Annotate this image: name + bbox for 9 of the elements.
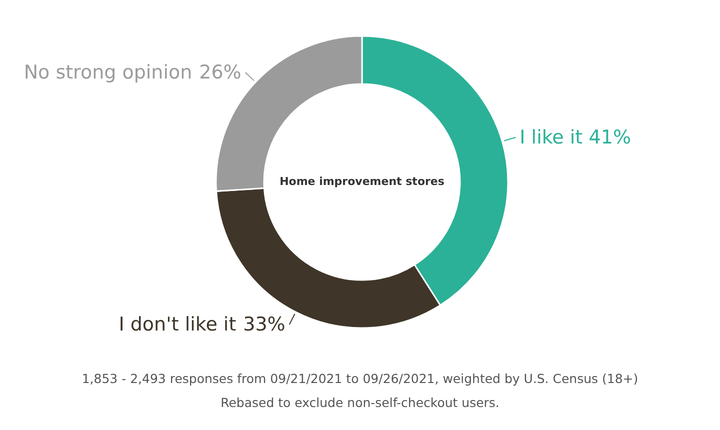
slice-label: No strong opinion: [24, 61, 192, 84]
data-label: 26%: [199, 61, 242, 84]
text: 1,853 - 2,493 responses from 09/21/2021 to 09/26/2021, weighted by U.S. Census (18+): [82, 371, 638, 386]
data-label: 33%: [243, 314, 286, 336]
slice-label: I don't like it: [118, 314, 236, 336]
text: Rebased to exclude non-self-checkout users.: [220, 395, 500, 410]
text: Home improvement stores: [280, 175, 445, 188]
slice-label: I like it: [520, 126, 583, 148]
data-label: 41%: [588, 126, 632, 148]
